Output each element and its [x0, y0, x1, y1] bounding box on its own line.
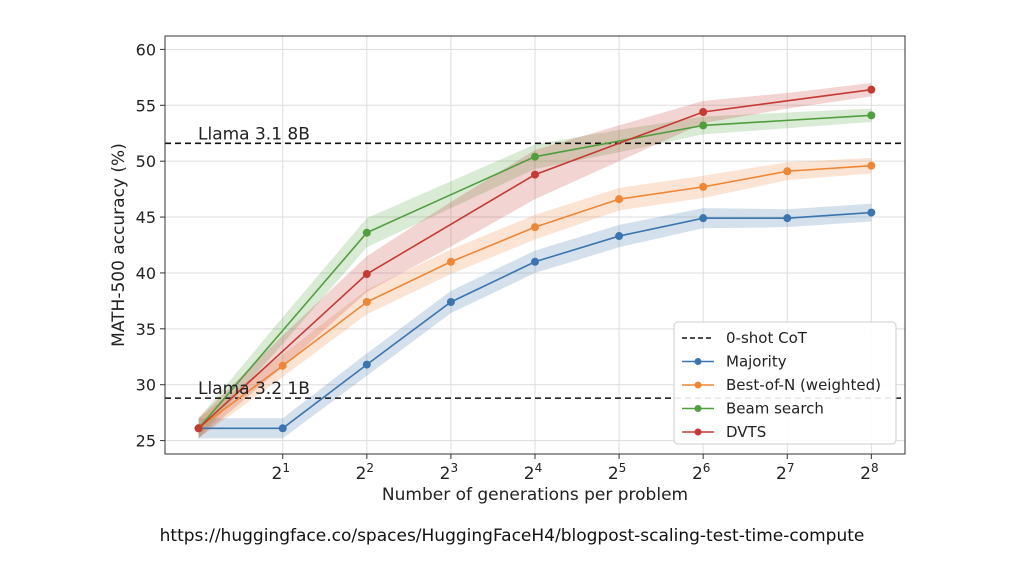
x-axis-title: Number of generations per problem — [382, 485, 688, 505]
y-tick-label: 25 — [136, 432, 156, 451]
point-dvts — [531, 170, 539, 179]
legend-label-majority: Majority — [726, 353, 787, 371]
y-tick-label: 60 — [136, 40, 156, 59]
point-majority — [615, 232, 624, 241]
y-tick-label: 30 — [136, 376, 156, 395]
point-best-of-n-weighted — [531, 223, 539, 232]
point-dvts — [699, 108, 708, 116]
x-tick-labels: 21 22 23 24 25 26 27 28 — [271, 454, 879, 484]
point-best-of-n-weighted — [615, 195, 624, 204]
reference-lines — [165, 142, 905, 399]
point-beam-search — [531, 152, 539, 161]
point-beam-search — [867, 111, 876, 120]
point-majority — [699, 214, 708, 223]
point-best-of-n-weighted — [783, 167, 792, 176]
y-tick-label: 50 — [136, 152, 156, 171]
x-tick-label: 25 — [608, 461, 626, 484]
point-best-of-n-weighted — [867, 161, 876, 170]
band-beam-search — [198, 108, 872, 439]
point-majority — [362, 360, 371, 369]
y-tick-label: 40 — [136, 264, 156, 283]
band-majority — [198, 203, 872, 439]
y-axis-title: MATH-500 accuracy (%) — [109, 143, 129, 347]
point-best-of-n-weighted — [278, 361, 287, 370]
y-tick-label: 35 — [136, 320, 156, 339]
reference-label-llama-3-2-1b: Llama 3.2 1B — [198, 379, 310, 399]
point-best-of-n-weighted — [362, 298, 371, 306]
x-tick-label: 28 — [860, 461, 878, 484]
x-tick-label: 26 — [692, 461, 710, 484]
point-beam-search — [699, 121, 708, 130]
x-tick-label: 22 — [356, 461, 374, 484]
point-dvts — [194, 424, 203, 433]
point-beam-search — [362, 228, 371, 237]
y-tick-labels: 25 30 35 40 45 50 55 60 — [136, 40, 165, 451]
point-best-of-n-weighted — [699, 182, 708, 191]
point-majority — [278, 424, 287, 433]
legend-marker-dvts — [694, 428, 702, 436]
y-tick-label: 55 — [136, 96, 156, 115]
legend-label-best-of-n: Best-of-N (weighted) — [726, 376, 881, 394]
x-tick-label: 21 — [271, 461, 289, 484]
y-tick-label: 45 — [136, 208, 156, 227]
x-tick-label: 27 — [776, 461, 794, 484]
point-dvts — [362, 270, 371, 279]
point-majority — [783, 214, 792, 223]
series-points — [194, 85, 876, 433]
source-url-caption: https://huggingface.co/spaces/HuggingFac… — [159, 526, 865, 546]
legend-label-0-shot-cot: 0-shot CoT — [726, 329, 808, 347]
x-tick-label: 24 — [524, 461, 542, 484]
point-dvts — [867, 85, 876, 94]
reference-label-llama-3-1-8b: Llama 3.1 8B — [198, 124, 310, 144]
x-tick-label: 23 — [440, 461, 458, 484]
legend-label-beam-search: Beam search — [726, 400, 824, 418]
legend-marker-majority — [694, 358, 702, 365]
legend-marker-best-of-n — [694, 381, 702, 389]
point-majority — [531, 257, 539, 266]
point-best-of-n-weighted — [446, 257, 455, 266]
point-majority — [867, 208, 876, 217]
legend-label-dvts: DVTS — [726, 423, 766, 441]
legend-marker-beam-search — [694, 405, 702, 412]
legend: 0-shot CoT Majority Best-of-N (weighted)… — [673, 321, 897, 445]
point-majority — [446, 298, 455, 306]
legend-box — [673, 321, 897, 445]
